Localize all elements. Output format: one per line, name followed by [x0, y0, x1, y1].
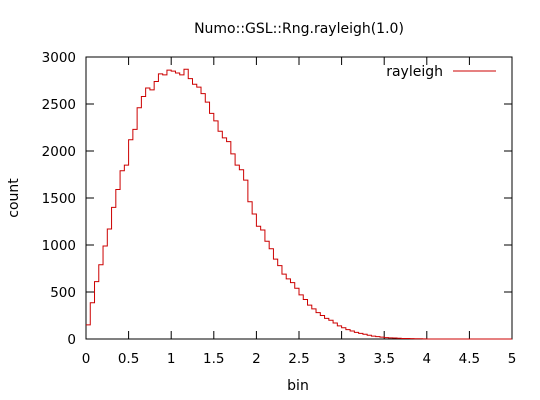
x-tick-label: 5: [508, 351, 517, 367]
x-tick-label: 4: [423, 351, 432, 367]
y-tick-label: 0: [67, 332, 76, 348]
y-tick-label: 500: [50, 285, 76, 301]
x-tick-label: 3.5: [373, 351, 394, 367]
y-tick-label: 2500: [42, 97, 76, 113]
x-tick-label: 1.5: [203, 351, 224, 367]
series-rayleigh-line: [86, 68, 512, 340]
y-tick-label: 1000: [42, 238, 76, 254]
y-tick-label: 3000: [42, 50, 76, 66]
y-tick-label: 2000: [42, 144, 76, 160]
y-tick-label: 1500: [42, 191, 76, 207]
x-tick-label: 2.5: [288, 351, 309, 367]
tick-labels: 0 0.5 1 1.5 2 2.5 3 3.5 4 4.5 5 0 500 1000 1500 2000 250…: [42, 50, 517, 367]
x-tick-label: 0.5: [118, 351, 139, 367]
x-tick-label: 2: [252, 351, 261, 367]
x-axis-label: bin: [287, 378, 309, 394]
x-tick-label: 4.5: [459, 351, 480, 367]
chart-title: Numo::GSL::Rng.rayleigh(1.0): [194, 21, 404, 37]
plot-frame: [85, 56, 513, 340]
legend: rayleigh: [386, 64, 496, 80]
ticks: [85, 56, 513, 340]
x-tick-label: 1: [167, 351, 176, 367]
x-tick-label: 0: [82, 351, 91, 367]
x-tick-label: 3: [337, 351, 346, 367]
legend-label: rayleigh: [386, 64, 443, 80]
y-axis-label: count: [6, 178, 22, 218]
